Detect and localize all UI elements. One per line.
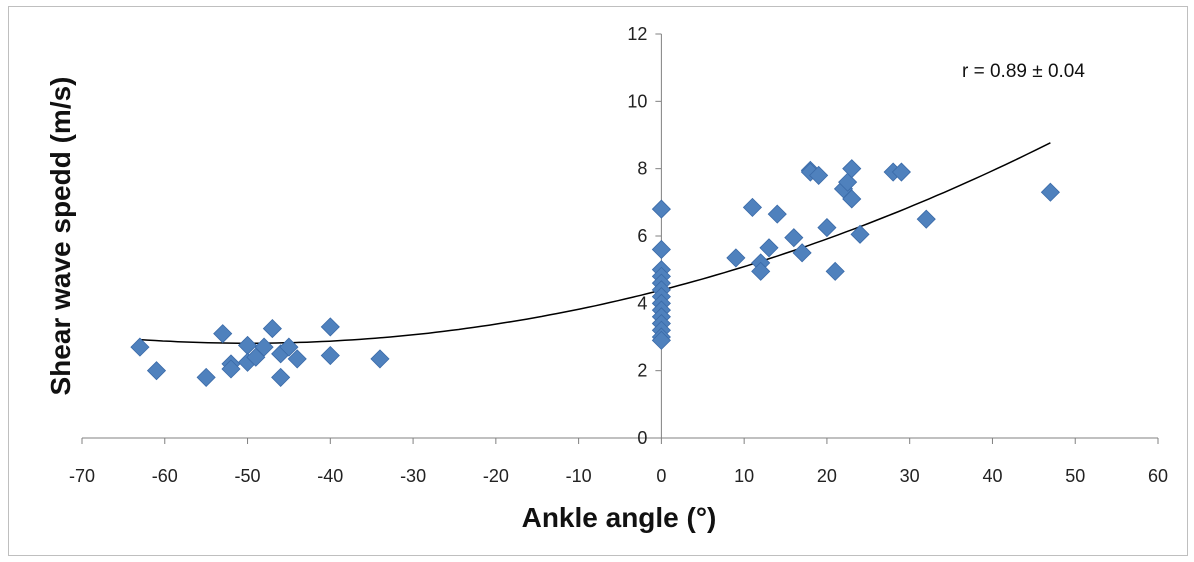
x-tick-label: 0 (656, 466, 666, 486)
chart-frame (8, 6, 1188, 556)
trendline (139, 142, 1051, 344)
data-point (651, 239, 671, 260)
correlation-annotation: r = 0.89 ± 0.04 (962, 61, 1085, 82)
data-point (221, 359, 241, 379)
data-point (809, 165, 829, 185)
x-tick-label: 30 (900, 466, 920, 486)
x-tick-label: -70 (69, 466, 95, 486)
data-point (287, 349, 307, 369)
data-point (1040, 182, 1060, 202)
y-tick-label: 4 (637, 293, 647, 313)
y-tick-label: 0 (637, 428, 647, 448)
y-tick-label: 6 (637, 226, 647, 246)
data-point (726, 248, 746, 268)
data-point (196, 367, 216, 387)
data-point (767, 204, 787, 224)
x-tick-label: -50 (235, 466, 261, 486)
data-point (842, 189, 862, 209)
x-tick-label: -30 (400, 466, 426, 486)
x-tick-label: 50 (1065, 466, 1085, 486)
data-point (254, 337, 274, 357)
x-tick-label: -60 (152, 466, 178, 486)
data-point (742, 197, 762, 217)
data-point (320, 345, 340, 366)
data-point (891, 162, 911, 182)
data-point (792, 243, 812, 263)
data-point (842, 159, 862, 179)
data-point (130, 337, 150, 357)
y-axis-title: Shear wave spedd (m/s) (45, 76, 76, 395)
data-point (320, 317, 340, 337)
x-axis-title: Ankle angle (°) (522, 502, 717, 533)
axes (81, 33, 1159, 444)
data-points (130, 159, 1060, 387)
x-tick-label: -10 (566, 466, 592, 486)
x-tick-label: 10 (734, 466, 754, 486)
x-tick-label: 60 (1148, 466, 1168, 486)
data-point (651, 330, 671, 350)
data-point (916, 209, 936, 229)
data-point (784, 228, 804, 248)
x-tick-label: -20 (483, 466, 509, 486)
data-point (279, 337, 299, 357)
data-point (146, 361, 167, 381)
data-point (651, 199, 671, 219)
data-point (751, 261, 771, 281)
x-tick-label: 40 (982, 466, 1002, 486)
x-tick-label: 20 (817, 466, 837, 486)
data-point (817, 218, 837, 238)
data-point (370, 349, 390, 369)
y-tick-label: 2 (637, 361, 647, 381)
y-tick-label: 12 (627, 24, 647, 44)
x-tick-label: -40 (317, 466, 343, 486)
y-tick-label: 10 (627, 91, 647, 111)
data-point (271, 367, 291, 387)
data-point (213, 324, 233, 344)
data-point (759, 238, 779, 258)
y-tick-label: 8 (637, 159, 647, 179)
data-point (825, 261, 845, 281)
data-point (262, 319, 282, 339)
tick-labels: -70 -60 -50 -40 -30 -20 -10 0 10 20 30 40 50 60 0 2 4 6 8 1… (69, 24, 1168, 486)
data-point (850, 224, 870, 244)
